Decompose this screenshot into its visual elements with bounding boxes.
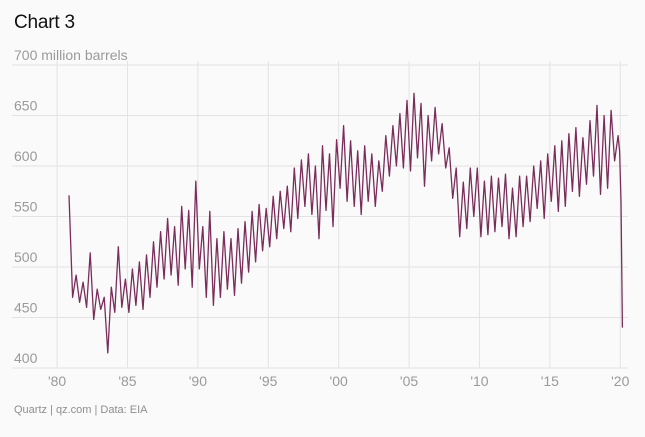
x-tick-label: '00 <box>330 373 348 389</box>
y-tick-label: 600 <box>14 148 38 164</box>
x-tick-label: '85 <box>118 373 136 389</box>
inventory-series-line <box>68 92 624 354</box>
y-tick-label: 700 million barrels <box>14 47 128 63</box>
chart-title: Chart 3 <box>14 12 75 33</box>
source-footer: Quartz | qz.com | Data: EIA <box>14 404 148 416</box>
y-tick-label: 450 <box>14 300 38 316</box>
y-tick-label: 550 <box>14 199 38 215</box>
x-tick-label: '05 <box>400 373 418 389</box>
x-tick-label: '80 <box>48 373 66 389</box>
line-layer <box>68 92 624 354</box>
y-tick-label: 500 <box>14 249 38 265</box>
tick-layer: 700 million barrels 650 600 550 500 450 400 '80… <box>14 47 630 389</box>
x-tick-label: '10 <box>470 373 488 389</box>
y-tick-label: 650 <box>14 98 38 114</box>
x-tick-label: '90 <box>189 373 207 389</box>
x-tick-label: '15 <box>541 373 559 389</box>
y-tick-label: 400 <box>14 350 38 366</box>
x-tick-label: '95 <box>259 373 277 389</box>
x-tick-label: '20 <box>611 373 629 389</box>
